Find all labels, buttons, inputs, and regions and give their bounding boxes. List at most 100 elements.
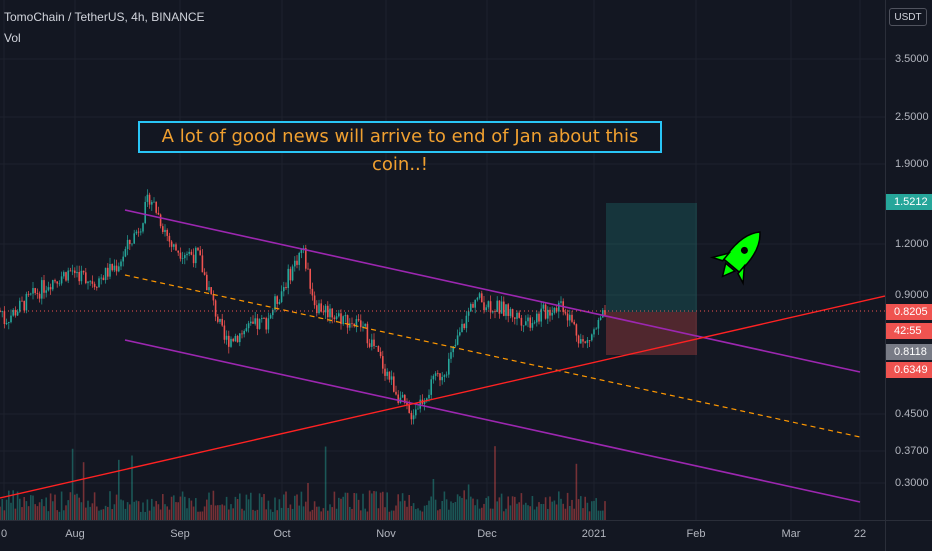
- volume-bar: [144, 511, 146, 520]
- candle-body: [85, 272, 87, 284]
- candle-body: [547, 309, 549, 319]
- candle-body: [41, 280, 43, 299]
- candle-body: [573, 321, 575, 325]
- current-price-label: 0.8205: [886, 304, 932, 320]
- channel-upper-line[interactable]: [124, 209, 861, 373]
- candle-body: [540, 308, 542, 322]
- volume-bar: [393, 510, 395, 520]
- candle-body: [65, 272, 67, 281]
- volume-bar: [597, 510, 600, 520]
- candle-body: [382, 356, 384, 369]
- symbol-title[interactable]: TomoChain / TetherUS, 4h, BINANCE: [4, 10, 205, 24]
- candle-body: [525, 321, 527, 326]
- price-axis[interactable]: [885, 0, 932, 520]
- volume-bar: [382, 491, 384, 520]
- candle-body: [170, 241, 173, 247]
- candle-body: [320, 303, 322, 312]
- candle-body: [503, 301, 505, 316]
- candle-body: [366, 323, 369, 344]
- volume-bar: [74, 494, 76, 520]
- volume-bars: [0, 446, 606, 520]
- volume-bar: [96, 506, 98, 520]
- volume-bar: [397, 494, 399, 520]
- volume-bar: [566, 492, 569, 520]
- volume-bar: [261, 497, 263, 520]
- candle-body: [544, 304, 547, 319]
- candle-body: [483, 302, 485, 311]
- candle-body: [478, 293, 481, 298]
- candle-body: [0, 311, 1, 313]
- volume-bar: [527, 505, 529, 520]
- candle-body: [318, 303, 320, 314]
- volume-bar: [258, 493, 261, 520]
- take-profit-zone[interactable]: [606, 203, 697, 312]
- candle-body: [153, 201, 155, 203]
- volume-bar: [558, 491, 560, 520]
- candle-body: [14, 309, 17, 316]
- candle-body: [228, 335, 230, 347]
- candle-body: [430, 379, 432, 395]
- volume-bar: [243, 510, 245, 520]
- candle-body: [60, 276, 63, 284]
- ascending-trendline[interactable]: [0, 295, 885, 499]
- volume-bar: [516, 503, 518, 520]
- candle-body: [49, 287, 52, 290]
- candle-body: [291, 266, 294, 281]
- candle-body: [34, 288, 36, 293]
- candle-body: [595, 328, 597, 330]
- candle-body: [349, 323, 351, 328]
- volume-bar: [575, 463, 578, 520]
- volume-bar: [450, 501, 452, 520]
- candle-body: [432, 375, 435, 380]
- chart-canvas[interactable]: [0, 0, 885, 520]
- volume-bar: [19, 498, 21, 520]
- volume-bar: [256, 509, 259, 520]
- time-tick: Nov: [376, 528, 396, 540]
- volume-bar: [153, 506, 155, 520]
- candle-body: [516, 312, 518, 319]
- candle-body: [120, 261, 122, 267]
- candle-body: [575, 324, 578, 336]
- volume-bar: [82, 462, 85, 520]
- candle-body: [456, 335, 459, 345]
- candle-body: [54, 280, 56, 282]
- candle-body: [135, 231, 138, 234]
- candle-body: [494, 311, 496, 312]
- volume-bar: [283, 494, 285, 520]
- candle-body: [586, 340, 589, 343]
- volume-bar: [85, 507, 87, 520]
- volume-bar: [511, 496, 514, 520]
- volume-bar: [109, 491, 111, 520]
- channel-lower-line[interactable]: [124, 339, 861, 503]
- volume-bar: [186, 508, 188, 520]
- channel-midline[interactable]: [124, 274, 861, 438]
- candle-body: [177, 250, 179, 253]
- candle-body: [155, 201, 157, 213]
- volume-bar: [327, 510, 329, 520]
- candle-body: [190, 251, 193, 255]
- candle-body: [351, 323, 353, 325]
- time-tick: Mar: [781, 528, 801, 540]
- candle-body: [43, 280, 45, 293]
- candle-body: [30, 293, 32, 295]
- time-axis[interactable]: [0, 520, 885, 551]
- volume-bar: [137, 501, 140, 520]
- candle-body: [527, 317, 529, 322]
- candle-body: [179, 252, 182, 259]
- annotation-textbox[interactable]: A lot of good news will arrive to end of…: [138, 121, 662, 175]
- candle-body: [201, 255, 204, 273]
- volume-bar: [553, 500, 556, 520]
- volume-bar: [333, 491, 336, 520]
- volume-indicator-label[interactable]: Vol: [4, 31, 21, 45]
- candle-body: [67, 270, 69, 281]
- volume-bar: [148, 510, 151, 520]
- time-tick: 0: [0, 528, 8, 540]
- candle-body: [124, 249, 127, 257]
- currency-badge[interactable]: USDT: [889, 8, 927, 26]
- candle-body: [212, 294, 215, 301]
- candle-body: [327, 305, 329, 318]
- volume-bar: [368, 490, 371, 520]
- candle-body: [289, 268, 292, 281]
- volume-bar: [324, 446, 327, 520]
- candle-body: [140, 231, 142, 233]
